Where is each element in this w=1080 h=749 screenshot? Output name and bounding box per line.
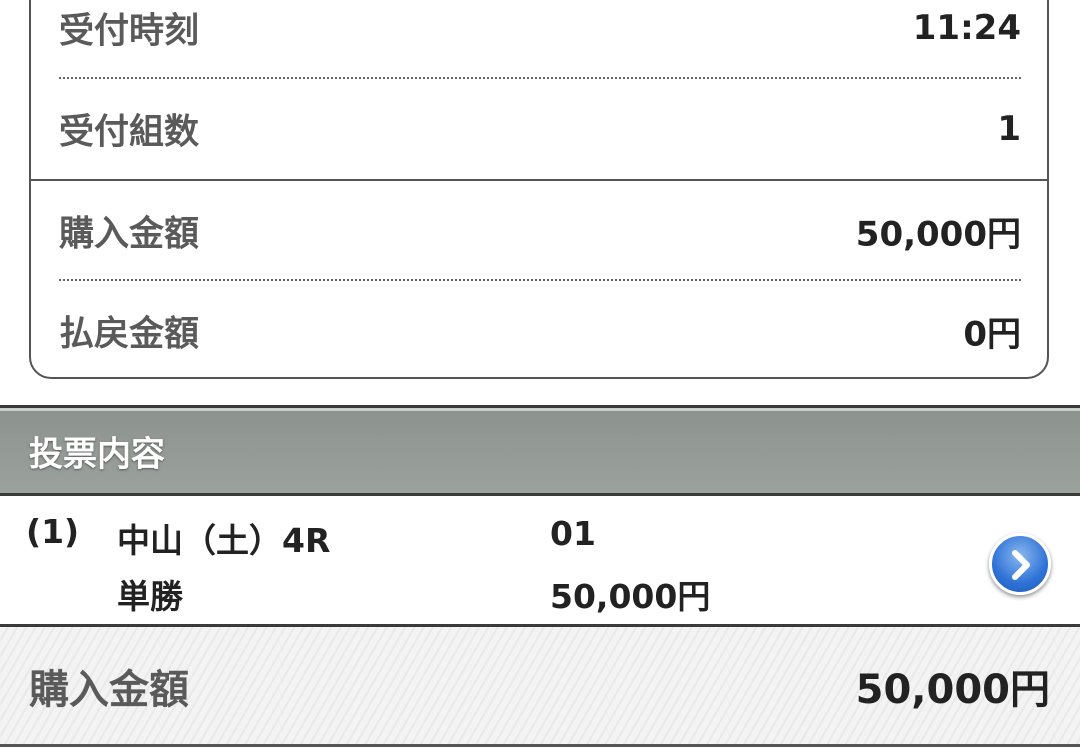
summary-row-purchase: 購入金額 50,000円 bbox=[29, 181, 1021, 281]
bet-item[interactable]: (1) 中山（土）4R 単勝 01 50,000円 bbox=[0, 496, 1080, 627]
purchase-total-bar: 購入金額 50,000円 bbox=[0, 627, 1080, 747]
bet-amount: 50,000円 bbox=[550, 577, 711, 616]
total-value: 50,000円 bbox=[855, 666, 1050, 713]
summary-value: 11:24 bbox=[912, 8, 1021, 48]
summary-value: 0円 bbox=[963, 314, 1021, 355]
summary-label: 購入金額 bbox=[59, 214, 200, 255]
summary-label: 受付時刻 bbox=[59, 11, 200, 52]
bet-index: (1) bbox=[26, 512, 80, 551]
section-title: 投票内容 bbox=[29, 434, 165, 474]
summary-value: 50,000円 bbox=[855, 214, 1021, 255]
summary-row-payout: 払戻金額 0円 bbox=[29, 281, 1021, 381]
summary-label: 受付組数 bbox=[59, 112, 200, 153]
bet-type: 単勝 bbox=[117, 577, 183, 616]
total-label: 購入金額 bbox=[29, 666, 189, 713]
section-header: 投票内容 bbox=[0, 405, 1080, 496]
summary-row-time: 受付時刻 11:24 bbox=[29, 0, 1021, 78]
divider bbox=[59, 77, 1021, 79]
divider bbox=[29, 179, 1049, 181]
summary-label: 払戻金額 bbox=[59, 314, 200, 355]
bet-selection: 01 bbox=[550, 514, 596, 553]
receipt-summary-card bbox=[29, 0, 1049, 379]
bet-detail-button[interactable] bbox=[989, 533, 1051, 595]
summary-row-count: 受付組数 1 bbox=[29, 79, 1021, 179]
chevron-right-icon bbox=[1012, 550, 1030, 580]
divider bbox=[59, 279, 1021, 281]
summary-value: 1 bbox=[997, 109, 1021, 149]
bet-race: 中山（土）4R bbox=[117, 521, 331, 560]
